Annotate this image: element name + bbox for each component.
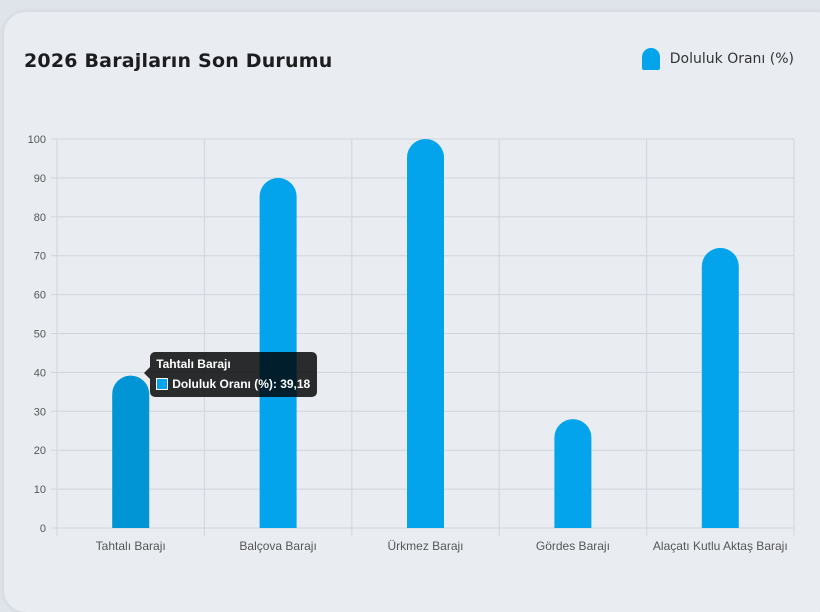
y-tick-label: 20 <box>34 445 46 457</box>
tooltip-swatch <box>156 377 169 390</box>
y-tick-label: 90 <box>34 173 46 185</box>
tooltip-title: Tahtalı Barajı <box>156 356 231 371</box>
tooltip-label: Doluluk Oranı (%): 39,18 <box>172 376 311 391</box>
y-tick-label: 80 <box>34 212 46 224</box>
bar-3[interactable] <box>554 419 592 528</box>
y-tick-label: 10 <box>34 484 46 496</box>
bar-chart: 0 10 20 30 40 50 60 70 80 90 100 Tahtalı Barajı Balç… <box>28 134 795 553</box>
legend-label: Doluluk Oranı (%) <box>669 51 794 67</box>
x-tick-label: Gördes Barajı <box>536 539 610 553</box>
y-tick-label: 100 <box>28 134 46 146</box>
legend-swatch <box>641 48 660 70</box>
bar-2[interactable] <box>407 139 444 528</box>
y-tick-label: 50 <box>34 329 46 341</box>
tooltip: Tahtalı Barajı Doluluk Oranı (%): 39,18 <box>144 351 318 397</box>
x-tick-label: Balçova Barajı <box>239 539 316 553</box>
y-tick-label: 70 <box>34 251 46 263</box>
y-tick-label: 40 <box>34 367 46 379</box>
y-tick-label: 60 <box>34 290 46 302</box>
chart-title: 2026 Barajların Son Durumu <box>24 50 333 72</box>
y-tick-label: 0 <box>40 523 46 535</box>
x-tick-label: Ürkmez Barajı <box>387 539 463 553</box>
legend[interactable]: Doluluk Oranı (%) <box>641 48 794 70</box>
bar-0[interactable] <box>112 375 150 528</box>
bar-4[interactable] <box>701 247 739 528</box>
y-tick-label: 30 <box>34 406 46 418</box>
x-tick-label: Alaçatı Kutlu Aktaş Barajı <box>653 539 788 553</box>
x-tick-label: Tahtalı Barajı <box>96 539 166 553</box>
